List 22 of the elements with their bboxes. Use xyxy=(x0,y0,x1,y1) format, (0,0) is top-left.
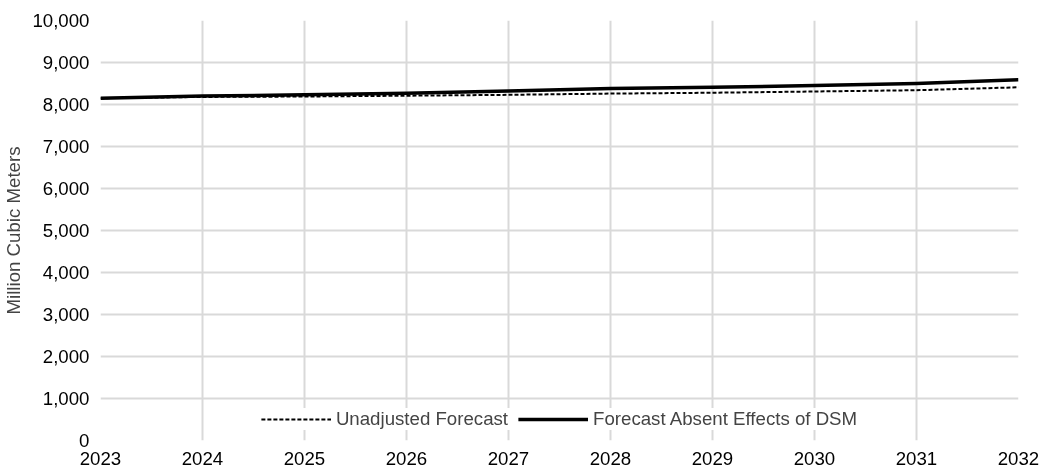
y-tick-label: 1,000 xyxy=(42,388,90,409)
y-tick-label: 2,000 xyxy=(42,346,90,367)
y-tick-label: 5,000 xyxy=(42,220,90,241)
x-tick-label: 2032 xyxy=(997,447,1040,467)
x-tick-label: 2024 xyxy=(181,447,224,467)
x-tick-label: 2025 xyxy=(283,447,326,467)
x-tick-label: 2030 xyxy=(793,447,836,467)
x-tick-label: 2031 xyxy=(895,447,938,467)
y-tick-label: 9,000 xyxy=(42,52,90,73)
legend-label: Forecast Absent Effects of DSM xyxy=(593,408,858,430)
x-tick-label: 2027 xyxy=(487,447,530,467)
y-tick-label: 4,000 xyxy=(42,262,90,283)
y-tick-label: 10,000 xyxy=(32,10,90,31)
y-tick-label: 6,000 xyxy=(42,178,90,199)
y-tick-label: 8,000 xyxy=(42,94,90,115)
x-tick-label: 2028 xyxy=(589,447,632,467)
x-tick-label: 2029 xyxy=(691,447,734,467)
y-tick-label: 3,000 xyxy=(42,304,90,325)
y-axis-title: Million Cubic Meters xyxy=(3,146,25,315)
x-tick-label: 2026 xyxy=(385,447,428,467)
legend-label: Unadjusted Forecast xyxy=(335,408,509,430)
y-tick-label: 7,000 xyxy=(42,136,90,157)
